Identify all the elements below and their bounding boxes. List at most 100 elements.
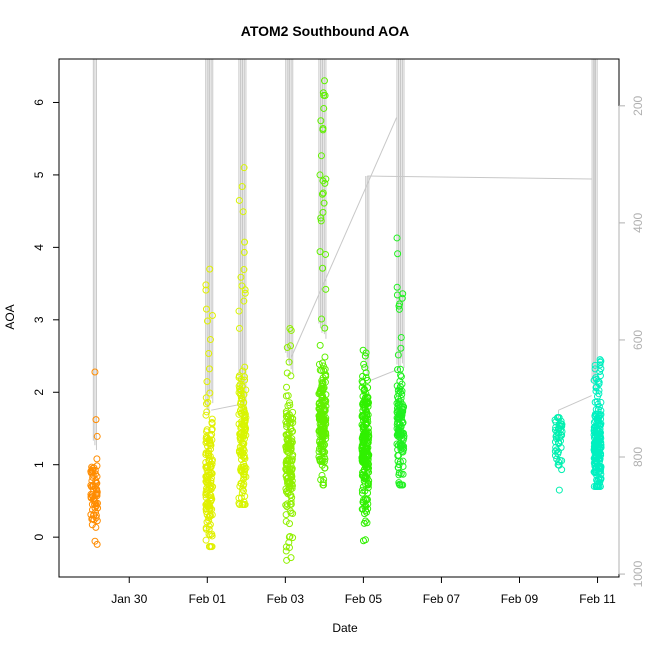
data-point: [240, 164, 248, 172]
data-point: [93, 432, 101, 440]
data-point: [555, 414, 563, 422]
data-point: [286, 500, 294, 508]
data-point: [321, 324, 329, 332]
data-point: [206, 461, 214, 469]
data-point: [359, 455, 367, 463]
data-point: [202, 305, 210, 313]
data-point: [206, 439, 214, 447]
data-point: [241, 289, 249, 297]
data-point: [288, 452, 296, 460]
data-point: [241, 466, 249, 474]
data-point: [551, 447, 559, 455]
data-point: [289, 534, 297, 542]
data-point: [363, 519, 371, 527]
data-point: [359, 446, 367, 454]
data-point: [286, 425, 294, 433]
data-point: [235, 307, 243, 315]
data-point: [319, 126, 327, 134]
data-point: [321, 91, 329, 99]
data-point: [207, 484, 215, 492]
data-point: [592, 482, 600, 490]
data-point: [206, 265, 214, 273]
data-point: [239, 208, 247, 216]
y-tick-label: 3: [32, 316, 46, 323]
plot-frame: [58, 58, 620, 578]
data-point: [595, 403, 603, 411]
data-point: [206, 336, 214, 344]
x-tick-label: Feb 07: [423, 592, 461, 606]
data-point: [90, 464, 98, 472]
y-tick-label: 2: [32, 389, 46, 396]
data-point: [395, 429, 403, 437]
data-point: [283, 447, 291, 455]
y-tick-label: 1: [32, 461, 46, 468]
data-point: [393, 414, 401, 422]
data-point: [393, 291, 401, 299]
data-point: [237, 455, 245, 463]
data-point: [396, 442, 404, 450]
data-point: [318, 431, 326, 439]
data-point: [205, 349, 213, 357]
data-point: [288, 484, 296, 492]
data-point: [235, 494, 243, 502]
data-point: [597, 476, 605, 484]
data-point: [205, 452, 213, 460]
data-point: [237, 273, 245, 281]
data-point: [235, 372, 243, 380]
data-point: [554, 425, 562, 433]
axes: Jan 30 Feb 01 Feb 03 Feb 05 Feb 07 Feb 09 Feb …: [32, 58, 645, 606]
data-point: [322, 175, 330, 183]
data-point: [237, 375, 245, 383]
data-point: [315, 360, 323, 368]
data-point: [205, 517, 213, 525]
data-point: [319, 264, 327, 272]
data-point: [284, 457, 292, 465]
data-point: [204, 398, 212, 406]
data-point: [287, 554, 295, 562]
data-point: [286, 401, 294, 409]
data-point: [241, 286, 249, 294]
data-point: [358, 489, 366, 497]
data-point: [317, 217, 325, 225]
data-point: [359, 407, 367, 415]
data-point: [361, 480, 369, 488]
data-point: [592, 456, 600, 464]
data-point: [203, 317, 211, 325]
data-point: [237, 463, 245, 471]
data-point: [318, 190, 326, 198]
data-point: [361, 428, 369, 436]
data-point: [87, 511, 95, 519]
data-point: [595, 430, 603, 438]
data-point: [206, 389, 214, 397]
data-point: [206, 491, 214, 499]
data-point: [286, 507, 294, 515]
data-point: [282, 517, 290, 525]
y-tick-label: 6: [32, 99, 46, 106]
data-point: [553, 428, 561, 436]
profile-connector: [367, 175, 592, 180]
data-point: [394, 366, 402, 374]
data-point: [555, 458, 563, 466]
x-tick-label: Feb 03: [267, 592, 305, 606]
data-point: [365, 433, 373, 441]
data-point: [321, 371, 329, 379]
data-point: [591, 445, 599, 453]
data-point: [236, 434, 244, 442]
data-point: [317, 385, 325, 393]
x-tick-label: Feb 11: [579, 592, 616, 606]
data-point: [596, 434, 604, 442]
data-point: [315, 400, 323, 408]
y2-tick-label: 600: [631, 330, 645, 350]
data-point: [208, 415, 216, 423]
data-point: [320, 77, 328, 85]
data-point: [285, 533, 293, 541]
data-point: [593, 392, 601, 400]
data-point: [399, 481, 407, 489]
data-point: [359, 458, 367, 466]
data-point: [393, 283, 401, 291]
data-point: [207, 474, 215, 482]
data-point: [362, 349, 370, 357]
data-points: [87, 77, 605, 564]
data-point: [241, 410, 249, 418]
